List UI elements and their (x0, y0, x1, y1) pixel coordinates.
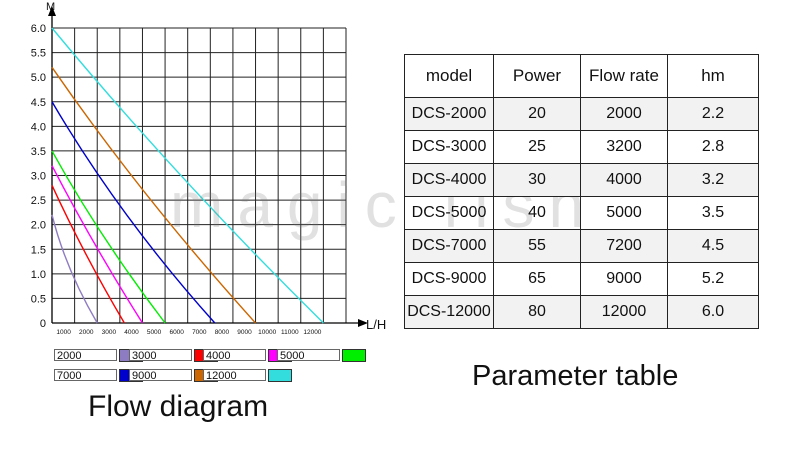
table-cell: 2.2 (667, 97, 759, 131)
x-tick-label: 7000 (192, 329, 207, 336)
legend-label: 9000 (129, 369, 192, 382)
x-tick-label: 12000 (303, 329, 321, 336)
header-model: model (404, 54, 494, 98)
flow-diagram-caption: Flow diagram (88, 390, 269, 423)
legend-label: 3000 (129, 349, 192, 362)
x-axis-arrow (358, 319, 368, 327)
y-axis-arrow (48, 6, 56, 16)
table-row: DCS-4000 30 4000 3.2 (404, 163, 759, 197)
table-cell: 5000 (580, 196, 668, 230)
table-cell: 4000 (580, 163, 668, 197)
table-row: DCS-2000 20 2000 2.2 (404, 97, 759, 131)
legend-label: 5000 (277, 349, 340, 362)
table-cell: 3200 (580, 130, 668, 164)
y-tick-label: 5.0 (31, 72, 46, 84)
legend-item: 5000 (277, 348, 366, 362)
legend-item: 7000 (54, 368, 143, 382)
x-tick-label: 10000 (258, 329, 276, 336)
table-cell: 25 (493, 130, 581, 164)
x-axis-label: L/H (366, 317, 386, 332)
table-cell: 65 (493, 262, 581, 296)
legend-swatch (342, 348, 366, 362)
x-tick-label: 4000 (124, 329, 139, 336)
legend-label: 2000 (54, 349, 117, 362)
table-cell: 9000 (580, 262, 668, 296)
x-tick-label: 3000 (102, 329, 117, 336)
x-tick-label: 5000 (147, 329, 162, 336)
table-cell: 55 (493, 229, 581, 263)
table-cell: DCS-3000 (404, 130, 494, 164)
y-tick-label: 4.0 (31, 121, 46, 133)
table-row: DCS-9000 65 9000 5.2 (404, 262, 759, 296)
y-tick-label: 3.5 (31, 146, 46, 158)
series-line-4000 (51, 165, 144, 324)
y-tick-label: 1.5 (31, 244, 46, 256)
table-cell: 6.0 (667, 295, 759, 329)
y-axis-label: M (46, 1, 55, 13)
table-header-row: model Power Flow rate hm (404, 54, 759, 98)
legend-label: 12000 (203, 369, 266, 382)
y-tick-label: 2.5 (31, 195, 46, 207)
series-line-3000 (51, 185, 125, 324)
table-cell: 3.2 (667, 163, 759, 197)
table-cell: 2000 (580, 97, 668, 131)
y-tick-label: 5.5 (31, 48, 46, 60)
y-tick-label: 3.0 (31, 171, 46, 183)
table-cell: 20 (493, 97, 581, 131)
legend-label: 7000 (54, 369, 117, 382)
header-hm: hm (667, 54, 759, 98)
table-cell: 5.2 (667, 262, 759, 296)
header-flow-rate: Flow rate (580, 54, 668, 98)
table-cell: 30 (493, 163, 581, 197)
table-cell: DCS-9000 (404, 262, 494, 296)
table-row: DCS-3000 25 3200 2.8 (404, 130, 759, 164)
y-tick-label: 0.5 (31, 293, 46, 305)
table-cell: 2.8 (667, 130, 759, 164)
table-cell: 3.5 (667, 196, 759, 230)
x-tick-label: 9000 (237, 329, 252, 336)
table-cell: 80 (493, 295, 581, 329)
table-cell: 7200 (580, 229, 668, 263)
parameter-table-caption: Parameter table (472, 360, 679, 392)
x-tick-label: 6000 (169, 329, 184, 336)
legend-swatch (268, 368, 292, 382)
series-line-2000 (51, 214, 98, 324)
table-cell: DCS-5000 (404, 196, 494, 230)
y-tick-label: 6.0 (31, 23, 46, 35)
x-tick-label: 2000 (79, 329, 94, 336)
series-line-12000 (51, 27, 324, 324)
table-row: DCS-12000 80 12000 6.0 (404, 295, 759, 329)
x-tick-label: 11000 (281, 329, 299, 336)
x-tick-label: 8000 (215, 329, 230, 336)
flow-chart: 0 0.5 1.0 1.5 2.0 2.5 3.0 3.5 4.0 4.5 5.0 5.5 6.0 100… (31, 1, 387, 336)
table-cell: 12000 (580, 295, 668, 329)
series-line-9000 (51, 66, 257, 324)
x-tick-label: 1000 (56, 329, 71, 336)
table-cell: DCS-4000 (404, 163, 494, 197)
legend-label: 4000 (203, 349, 266, 362)
table-row: DCS-5000 40 5000 3.5 (404, 196, 759, 230)
y-tick-label: 4.5 (31, 97, 46, 109)
parameter-table: model Power Flow rate hm DCS-2000 20 2000 2… (404, 54, 759, 329)
series-line-5000 (51, 150, 166, 324)
table-row: DCS-7000 55 7200 4.5 (404, 229, 759, 263)
table-cell: 4.5 (667, 229, 759, 263)
y-tick-label: 2.0 (31, 220, 46, 232)
table-cell: 40 (493, 196, 581, 230)
series-line-7000 (51, 101, 216, 324)
table-cell: DCS-7000 (404, 229, 494, 263)
table-cell: DCS-12000 (404, 295, 494, 329)
y-tick-label: 0 (40, 318, 46, 330)
y-tick-label: 1.0 (31, 269, 46, 281)
header-power: Power (493, 54, 581, 98)
legend-item: 12000 (203, 368, 292, 382)
table-cell: DCS-2000 (404, 97, 494, 131)
